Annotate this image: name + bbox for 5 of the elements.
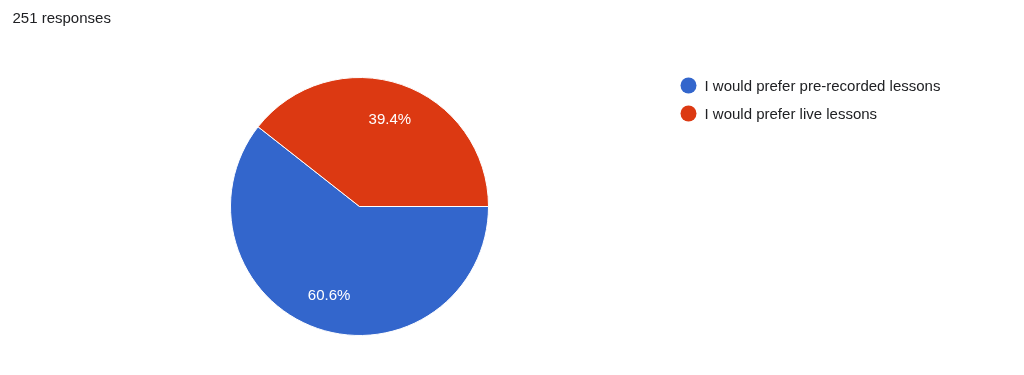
text: 251 responses — [12, 9, 111, 26]
data-label: 60.6% — [307, 285, 351, 303]
legend-label: I would prefer live lessons — [704, 105, 878, 122]
legend-label: I would prefer pre-recorded lessons — [704, 77, 941, 94]
data-label: 39.4% — [368, 110, 412, 128]
